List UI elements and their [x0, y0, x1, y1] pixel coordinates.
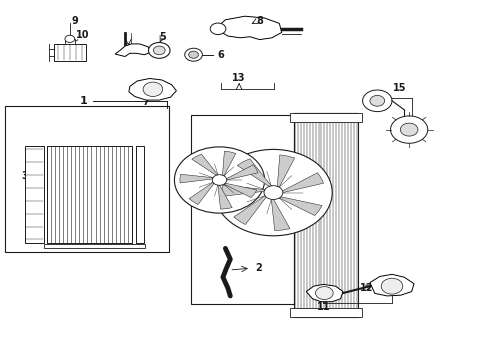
Bar	[47, 146, 132, 243]
Polygon shape	[224, 183, 257, 198]
Polygon shape	[222, 151, 236, 176]
Circle shape	[153, 46, 165, 55]
Text: 8: 8	[256, 15, 263, 26]
Bar	[290, 113, 362, 122]
Circle shape	[148, 42, 170, 58]
Polygon shape	[222, 185, 265, 197]
Text: 4: 4	[122, 45, 129, 55]
Text: 2: 2	[255, 263, 262, 273]
Polygon shape	[279, 197, 322, 216]
Polygon shape	[192, 154, 218, 175]
Bar	[44, 244, 145, 248]
Polygon shape	[277, 155, 294, 187]
Polygon shape	[115, 44, 151, 57]
Bar	[5, 106, 169, 252]
Text: 15: 15	[392, 83, 406, 93]
Polygon shape	[306, 284, 343, 302]
Text: 5: 5	[159, 32, 166, 42]
Circle shape	[400, 123, 418, 136]
Text: 14: 14	[308, 179, 321, 189]
Circle shape	[185, 48, 202, 61]
Circle shape	[65, 35, 75, 42]
Text: 3: 3	[22, 171, 28, 181]
Bar	[47, 146, 132, 243]
Polygon shape	[271, 199, 290, 231]
Text: 12: 12	[360, 283, 373, 293]
Bar	[24, 146, 44, 243]
Circle shape	[215, 149, 332, 236]
Text: 6: 6	[217, 50, 224, 60]
Bar	[136, 146, 144, 243]
Circle shape	[174, 147, 265, 213]
Circle shape	[370, 95, 385, 106]
Circle shape	[391, 116, 428, 143]
Polygon shape	[189, 182, 214, 204]
Circle shape	[381, 278, 403, 294]
Polygon shape	[218, 185, 232, 209]
Text: 9: 9	[71, 15, 78, 26]
Circle shape	[210, 23, 226, 35]
Bar	[294, 113, 358, 317]
Text: 10: 10	[76, 30, 90, 40]
Bar	[54, 44, 86, 61]
Bar	[65, 39, 74, 44]
Circle shape	[264, 186, 283, 199]
Polygon shape	[234, 195, 266, 225]
Polygon shape	[180, 174, 213, 183]
Circle shape	[189, 51, 198, 58]
Polygon shape	[216, 16, 282, 40]
Circle shape	[363, 90, 392, 112]
Text: 13: 13	[232, 73, 246, 84]
Circle shape	[316, 287, 333, 300]
Circle shape	[143, 82, 163, 96]
Bar	[290, 308, 362, 317]
Circle shape	[212, 175, 227, 185]
Text: 1: 1	[79, 96, 87, 106]
Polygon shape	[237, 159, 271, 186]
Polygon shape	[370, 274, 414, 296]
Polygon shape	[129, 78, 176, 100]
Polygon shape	[283, 173, 323, 193]
Text: 11: 11	[317, 302, 330, 312]
Polygon shape	[226, 165, 258, 180]
Bar	[191, 115, 294, 304]
Text: 7: 7	[143, 97, 149, 107]
